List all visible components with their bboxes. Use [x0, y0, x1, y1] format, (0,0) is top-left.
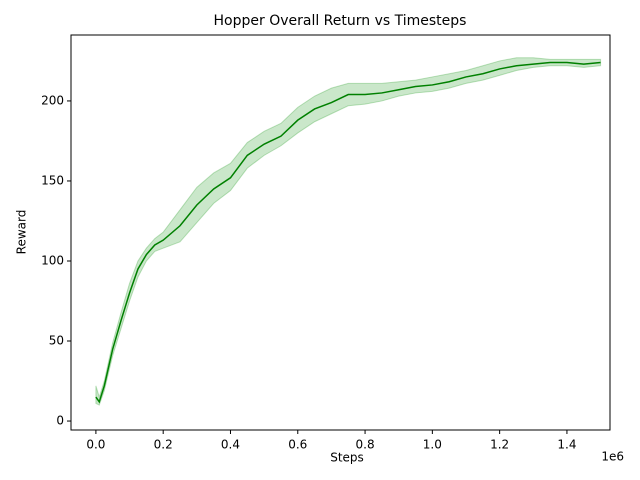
confidence-band — [95, 57, 602, 406]
plot-frame — [70, 34, 611, 431]
y-tick-label: 100 — [41, 253, 64, 267]
x-axis-label: Steps — [330, 451, 364, 465]
y-axis-label: Reward — [15, 210, 29, 255]
y-tick-label: 150 — [41, 173, 64, 187]
x-tick-label: 1.0 — [423, 438, 442, 452]
x-tick-label: 1.4 — [557, 438, 576, 452]
x-tick-label: 1.2 — [490, 438, 509, 452]
x-tick-label: 0.0 — [86, 438, 105, 452]
y-tick-label: 200 — [41, 93, 64, 107]
x-tick-label: 0.6 — [288, 438, 307, 452]
x-tick-label: 0.4 — [221, 438, 240, 452]
x-tick-label: 0.2 — [154, 438, 173, 452]
x-offset-label: 1e6 — [601, 450, 624, 464]
line — [95, 61, 601, 404]
x-tick-label: 0.8 — [356, 438, 375, 452]
y-tick-label: 0 — [56, 414, 64, 428]
y-tick-label: 50 — [49, 334, 64, 348]
chart-title: Hopper Overall Return vs Timesteps — [214, 13, 467, 29]
